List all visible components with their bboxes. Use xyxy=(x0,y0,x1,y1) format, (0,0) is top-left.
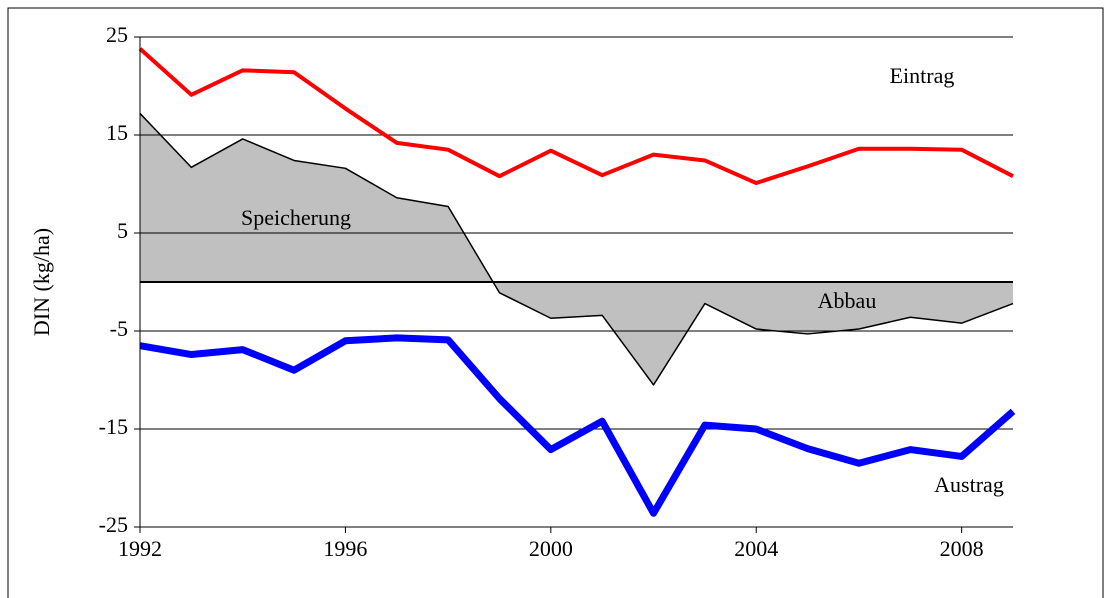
annotation: Abbau xyxy=(818,288,877,313)
series-line xyxy=(139,112,1014,386)
area xyxy=(140,113,1013,385)
x-tick-label: 2000 xyxy=(529,536,573,561)
plot-area xyxy=(138,36,1016,528)
y-axis-label: DIN (kg/ha) xyxy=(29,228,54,336)
frame xyxy=(7,7,1104,598)
x-tick-label: 1992 xyxy=(118,536,162,561)
y-tick-label: 25 xyxy=(106,22,128,47)
series-label: Austrag xyxy=(934,472,1004,497)
series-label: Eintrag xyxy=(890,63,955,88)
y-tick-label: 5 xyxy=(117,218,128,243)
y-tick-label: -5 xyxy=(110,316,128,341)
y-tick-label: 15 xyxy=(106,120,128,145)
y-tick-label: -25 xyxy=(99,512,128,537)
x-tick-label: 2004 xyxy=(734,536,778,561)
series-line xyxy=(139,334,1016,517)
x-tick-label: 2008 xyxy=(940,536,984,561)
y-tick-label: -15 xyxy=(99,414,128,439)
series-line xyxy=(138,47,1014,186)
x-tick-label: 1996 xyxy=(323,536,367,561)
series-label: Speicherung xyxy=(241,205,351,230)
